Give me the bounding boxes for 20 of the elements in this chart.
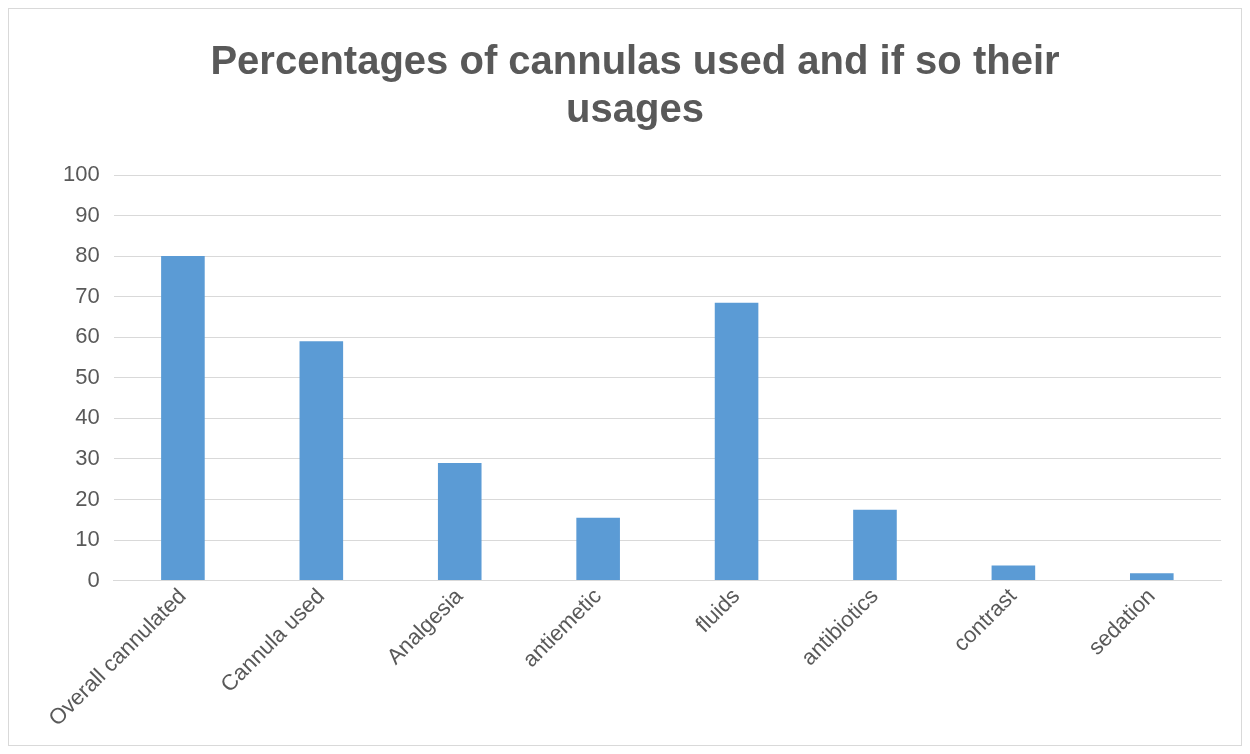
y-tick-label: 90	[75, 201, 100, 227]
chart-title: Percentages of cannulas used and if so their usages	[210, 38, 1060, 131]
bar	[437, 462, 482, 581]
bar	[299, 341, 344, 581]
y-tick-label: 70	[75, 282, 100, 308]
bar	[714, 302, 759, 581]
bar	[991, 565, 1036, 581]
y-tick-label: 80	[75, 242, 100, 268]
y-tick-label: 100	[62, 161, 100, 187]
bar	[1129, 573, 1174, 581]
y-tick-label: 50	[75, 363, 100, 389]
bar	[576, 517, 620, 581]
y-tick-label: 60	[75, 323, 100, 349]
y-tick-label: 10	[75, 526, 100, 552]
y-tick-label: 0	[87, 566, 100, 592]
y-tick-label: 20	[75, 485, 100, 511]
bar	[161, 256, 205, 581]
bar	[853, 509, 897, 581]
y-tick-label: 40	[75, 404, 100, 430]
y-tick-label: 30	[75, 444, 100, 470]
